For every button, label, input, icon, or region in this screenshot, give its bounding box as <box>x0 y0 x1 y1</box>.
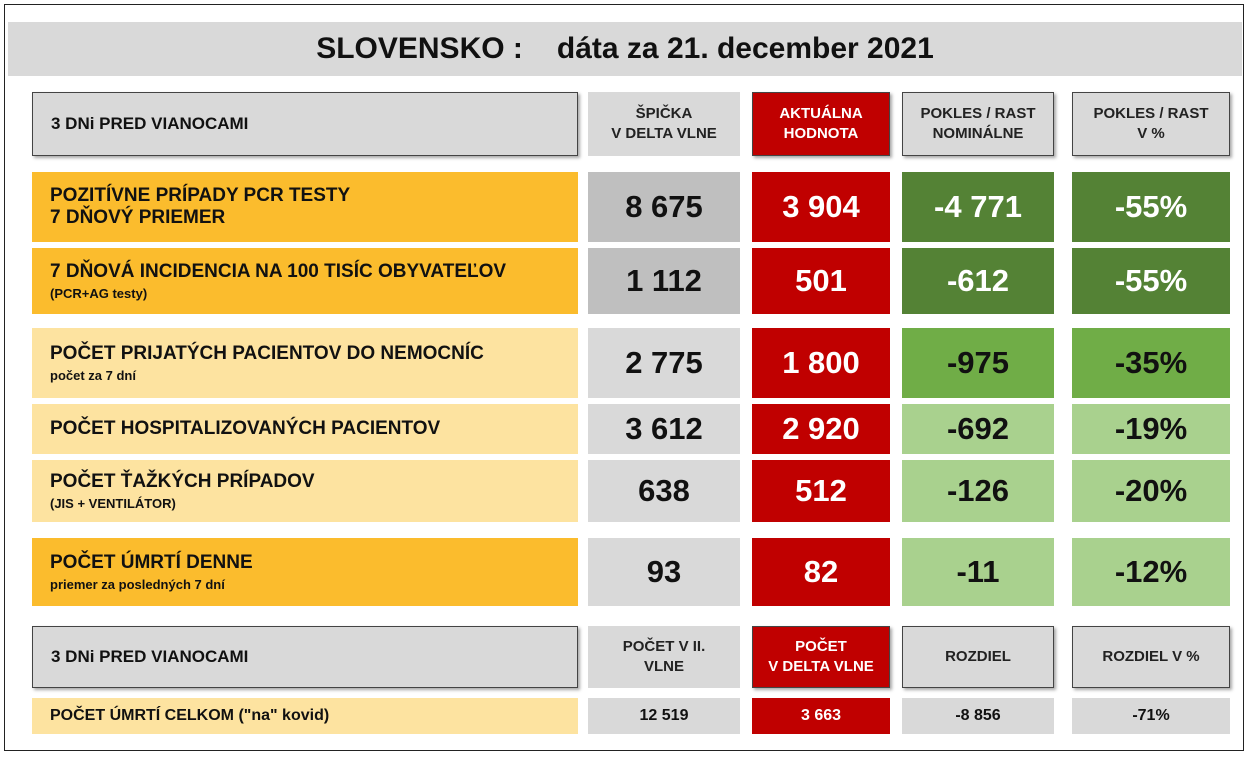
table-cell-current: 501 <box>752 248 890 314</box>
table-cell-peak: 638 <box>588 460 740 522</box>
footer-header-label-cell: 3 DNi PRED VIANOCAMI <box>32 626 578 688</box>
table-cell-peak: 93 <box>588 538 740 606</box>
header-current-line1: AKTUÁLNA <box>779 105 863 122</box>
table-cell-peak: 3 612 <box>588 404 740 454</box>
table-cell-percent: -55% <box>1072 248 1230 314</box>
footer-header-delta: POČET V DELTA VLNE <box>752 626 890 688</box>
title-country: SLOVENSKO : <box>316 32 523 65</box>
footer-header-diff: ROZDIEL <box>902 626 1054 688</box>
footer-row-label: POČET ÚMRTÍ CELKOM ("na" kovid) <box>32 698 578 734</box>
footer-cell-diff-pct: -71% <box>1072 698 1230 734</box>
page-title: SLOVENSKO : dáta za 21. december 2021 <box>8 22 1242 76</box>
table-cell-percent: -12% <box>1072 538 1230 606</box>
table-cell-nominal: -692 <box>902 404 1054 454</box>
table-cell-nominal: -4 771 <box>902 172 1054 242</box>
footer-header-label: 3 DNi PRED VIANOCAMI <box>51 647 249 666</box>
title-date: dáta za 21. december 2021 <box>556 32 934 65</box>
table-row-label: POČET ŤAŽKÝCH PRÍPADOV (JIS + VENTILÁTOR… <box>32 460 578 522</box>
table-cell-percent: -19% <box>1072 404 1230 454</box>
table-row-label: POČET HOSPITALIZOVANÝCH PACIENTOV <box>32 404 578 454</box>
table-cell-peak: 2 775 <box>588 328 740 398</box>
table-cell-current: 3 904 <box>752 172 890 242</box>
header-peak: ŠPIČKA V DELTA VLNE <box>588 92 740 156</box>
table-cell-nominal: -612 <box>902 248 1054 314</box>
footer-cell-diff: -8 856 <box>902 698 1054 734</box>
table-cell-current: 82 <box>752 538 890 606</box>
table-row-label: 7 DŇOVÁ INCIDENCIA NA 100 TISÍC OBYVATEĽ… <box>32 248 578 314</box>
footer-header-wave2: POČET V II. VLNE <box>588 626 740 688</box>
header-current: AKTUÁLNA HODNOTA <box>752 92 890 156</box>
table-cell-nominal: -975 <box>902 328 1054 398</box>
footer-header-diff-pct: ROZDIEL V % <box>1072 626 1230 688</box>
footer-cell-wave2: 12 519 <box>588 698 740 734</box>
table-cell-current: 1 800 <box>752 328 890 398</box>
header-current-line2: HODNOTA <box>783 125 859 142</box>
table-row-label: POZITÍVNE PRÍPADY PCR TESTY 7 DŇOVÝ PRIE… <box>32 172 578 242</box>
header-nominal-line2: NOMINÁLNE <box>932 125 1024 142</box>
header-percent-line2: V % <box>1137 125 1165 142</box>
header-label-cell: 3 DNi PRED VIANOCAMI <box>32 92 578 156</box>
header-peak-line1: ŠPIČKA <box>635 105 693 122</box>
table-cell-percent: -55% <box>1072 172 1230 242</box>
header-percent-line1: POKLES / RAST <box>1093 105 1209 122</box>
header-nominal: POKLES / RAST NOMINÁLNE <box>902 92 1054 156</box>
table-cell-percent: -20% <box>1072 460 1230 522</box>
table-cell-peak: 8 675 <box>588 172 740 242</box>
table-cell-peak: 1 112 <box>588 248 740 314</box>
header-label: 3 DNi PRED VIANOCAMI <box>51 114 249 133</box>
footer-cell-delta: 3 663 <box>752 698 890 734</box>
table-cell-percent: -35% <box>1072 328 1230 398</box>
table-cell-nominal: -126 <box>902 460 1054 522</box>
table-cell-current: 2 920 <box>752 404 890 454</box>
table-cell-current: 512 <box>752 460 890 522</box>
header-nominal-line1: POKLES / RAST <box>920 105 1036 122</box>
table-row-label: POČET PRIJATÝCH PACIENTOV DO NEMOCNÍC po… <box>32 328 578 398</box>
table-row-label: POČET ÚMRTÍ DENNE priemer za posledných … <box>32 538 578 606</box>
table-cell-nominal: -11 <box>902 538 1054 606</box>
header-peak-line2: V DELTA VLNE <box>611 125 717 142</box>
header-percent: POKLES / RAST V % <box>1072 92 1230 156</box>
